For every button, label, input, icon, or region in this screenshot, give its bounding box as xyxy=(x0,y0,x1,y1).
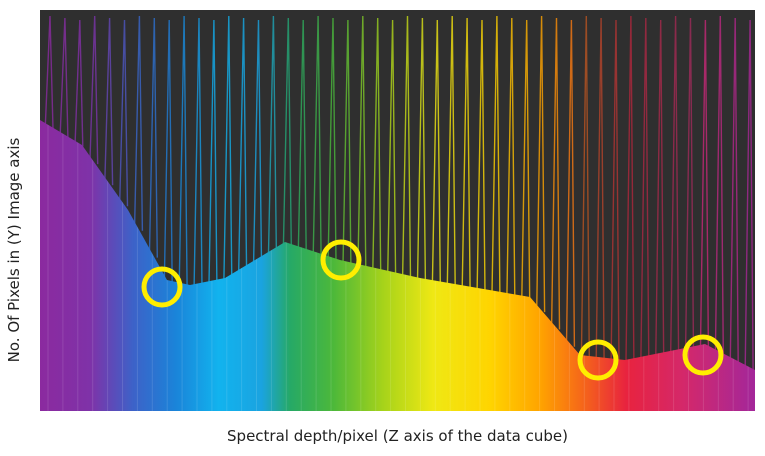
spectral-spike xyxy=(357,15,367,273)
spectral-spike xyxy=(506,17,516,302)
spectral-spike xyxy=(625,15,635,368)
spectral-spike xyxy=(282,17,292,251)
spectral-spike xyxy=(610,19,620,367)
spectral-spike xyxy=(148,17,158,262)
spectral-spike xyxy=(714,15,724,359)
spectral-spike xyxy=(684,17,695,356)
highlight-circle-magenta xyxy=(682,334,724,376)
spectral-spike xyxy=(103,17,114,190)
spectral-spike xyxy=(267,15,278,259)
spectral-spike xyxy=(744,19,754,375)
highlight-circle-green xyxy=(320,239,362,281)
spectral-spike xyxy=(178,15,188,292)
highlight-circles xyxy=(141,239,724,381)
spectral-plot-svg xyxy=(40,15,755,411)
y-axis-label: No. Of Pixels in (Y) Image axis xyxy=(5,137,23,363)
spectral-spike xyxy=(580,15,590,364)
spectral-plot-area xyxy=(40,10,755,411)
spectral-spike xyxy=(401,15,412,283)
spectral-spike xyxy=(461,17,471,294)
spectral-spike xyxy=(595,17,605,366)
spectral-spike xyxy=(729,17,739,367)
spectral-spike xyxy=(118,19,129,211)
spectral-spikes xyxy=(44,15,754,375)
spectral-spike xyxy=(163,19,173,289)
highlight-circle-red xyxy=(577,339,619,381)
spectral-spike xyxy=(342,19,352,270)
spectral-spike xyxy=(416,17,427,287)
spectral-spike xyxy=(640,17,650,365)
spectral-spike xyxy=(372,17,382,277)
spectral-spike xyxy=(59,17,69,142)
spectral-spike xyxy=(521,19,531,305)
spectral-spike xyxy=(208,19,218,289)
spectral-spike xyxy=(669,15,680,359)
spectral-spike xyxy=(699,19,710,353)
spectral-spike xyxy=(89,15,99,169)
spectral-spike xyxy=(476,19,486,297)
highlight-circle-blue xyxy=(141,266,183,308)
spectral-spike xyxy=(446,15,456,292)
spectral-spike xyxy=(491,15,501,299)
spectral-spike xyxy=(223,15,233,285)
spectral-spike xyxy=(550,17,561,334)
spectral-spike xyxy=(431,19,441,289)
spectral-spike xyxy=(655,19,665,362)
spectral-spike xyxy=(74,19,84,151)
spectral-spike xyxy=(193,17,203,292)
spectrum-area xyxy=(40,120,755,411)
spectral-spike xyxy=(386,19,397,280)
spectral-spike xyxy=(312,15,322,261)
spectral-spike xyxy=(133,15,144,235)
x-axis-label: Spectral depth/pixel (Z axis of the data… xyxy=(227,427,568,445)
spectral-spike xyxy=(327,17,337,266)
spectral-spike xyxy=(237,17,248,277)
spectral-spike xyxy=(44,15,54,133)
spectral-spike xyxy=(565,19,576,351)
spectral-spike xyxy=(252,19,263,268)
spectral-spike xyxy=(535,15,546,317)
spectral-spike xyxy=(297,19,307,256)
